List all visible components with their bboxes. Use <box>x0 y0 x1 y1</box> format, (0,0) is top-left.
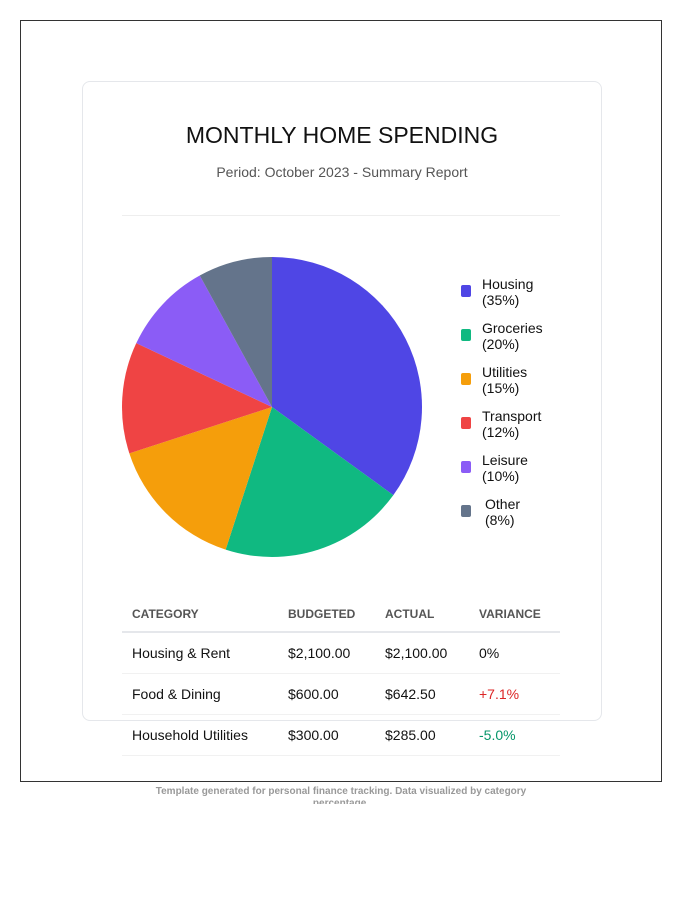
table-row: Housing & Rent $2,100.00 $2,100.00 0% <box>122 632 560 674</box>
legend-label: Utilities (15%) <box>482 364 527 396</box>
pie-slice-utilities <box>129 407 272 550</box>
page-frame <box>20 20 662 782</box>
legend-percent: (10%) <box>482 468 520 484</box>
cell-variance: -5.0% <box>469 714 560 756</box>
legend-category: Transport <box>482 408 542 424</box>
legend-swatch <box>461 461 471 473</box>
legend-percent: (15%) <box>482 380 520 396</box>
col-budgeted: BUDGETED <box>278 596 375 633</box>
legend-category: Leisure <box>482 452 528 468</box>
pie-chart <box>122 257 422 557</box>
cell-variance: 0% <box>469 632 560 674</box>
legend-label: Groceries (20%) <box>482 320 543 352</box>
legend-percent: (35%) <box>482 292 520 308</box>
legend-swatch <box>461 505 471 517</box>
legend-label: Transport (12%) <box>482 408 541 440</box>
legend-swatch <box>461 417 471 429</box>
legend-percent: (12%) <box>482 424 520 440</box>
legend-percent: (20%) <box>482 336 520 352</box>
legend-category: Housing <box>482 276 534 292</box>
table-row: Food & Dining $600.00 $642.50 +7.1% <box>122 673 560 715</box>
pie-slice-other <box>199 257 272 407</box>
legend-percent: (8%) <box>485 512 515 528</box>
legend-swatch <box>461 373 471 385</box>
legend-category: Utilities <box>482 364 528 380</box>
cell-category: Household Utilities <box>122 714 278 756</box>
legend-category: Other <box>485 496 521 512</box>
legend-swatch <box>461 285 471 297</box>
col-variance: VARIANCE <box>469 596 560 633</box>
cell-actual: $2,100.00 <box>375 632 469 674</box>
cell-actual: $642.50 <box>375 673 469 715</box>
pie-slice-leisure <box>136 275 272 407</box>
cell-category: Housing & Rent <box>122 632 278 674</box>
pie-slice-housing <box>272 257 422 496</box>
budget-table: CATEGORY BUDGETED ACTUAL VARIANCE Housin… <box>122 596 560 756</box>
cell-budgeted: $2,100.00 <box>278 632 375 674</box>
pie-slice-transport <box>122 343 273 454</box>
col-actual: ACTUAL <box>375 596 469 633</box>
cell-variance: +7.1% <box>469 673 560 715</box>
legend-label: Leisure (10%) <box>482 452 528 484</box>
legend-label: Other (8%) <box>485 496 520 528</box>
footer-note: Template generated for personal finance … <box>155 786 527 804</box>
legend-category: Groceries <box>482 320 543 336</box>
cell-category: Food & Dining <box>122 673 278 715</box>
cell-budgeted: $300.00 <box>278 714 375 756</box>
divider <box>122 215 560 216</box>
cell-budgeted: $600.00 <box>278 673 375 715</box>
table-row: Household Utilities $300.00 $285.00 -5.0… <box>122 714 560 756</box>
legend-label: Housing (35%) <box>482 276 533 308</box>
page-title: MONTHLY HOME SPENDING <box>185 122 499 148</box>
col-category: CATEGORY <box>122 596 278 633</box>
page-subtitle: Period: October 2023 - Summary Report <box>216 164 468 180</box>
cell-actual: $285.00 <box>375 714 469 756</box>
pie-slice-groceries <box>225 407 394 557</box>
legend-swatch <box>461 329 471 341</box>
